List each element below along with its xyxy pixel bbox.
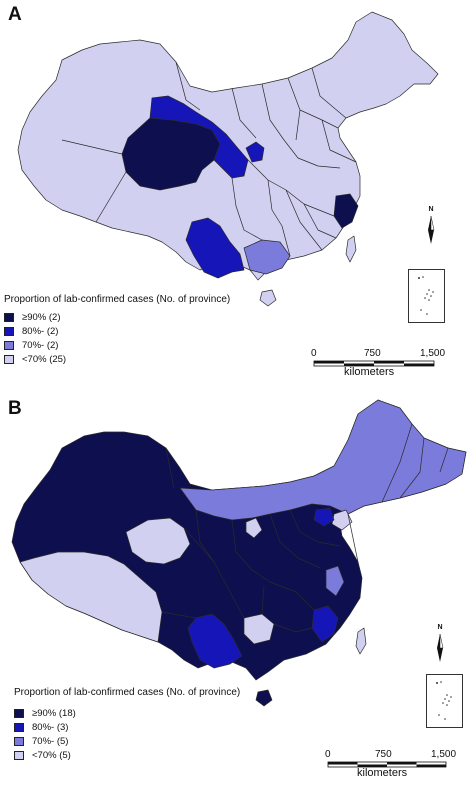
- scale-tick-label: 0: [325, 749, 331, 760]
- legend-item: 70%- (2): [4, 340, 58, 351]
- legend-swatch: [4, 327, 14, 336]
- legend-item: ≥90% (2): [4, 312, 60, 323]
- scale-tick-label: 750: [375, 749, 392, 760]
- legend-swatch: [4, 313, 14, 322]
- legend-swatch: [4, 341, 14, 350]
- map-region-lt70: [355, 627, 367, 655]
- legend-label: 70%- (2): [22, 340, 59, 351]
- north-label: N: [428, 206, 434, 213]
- map-panel-b: B: [0, 392, 472, 787]
- map-panel-a: A N: [0, 0, 472, 392]
- legend-item: <70% (5): [14, 750, 71, 761]
- legend-item: <70% (25): [4, 354, 66, 365]
- legend-label: ≥90% (18): [32, 708, 76, 719]
- legend-title: Proportion of lab-confirmed cases (No. o…: [4, 294, 231, 305]
- legend-label: <70% (5): [32, 750, 71, 761]
- map-region-70: [179, 399, 467, 521]
- china-map-a: [17, 11, 439, 307]
- map-region-70: [243, 239, 291, 275]
- map-region-base: [259, 289, 277, 307]
- legend-label: ≥90% (2): [22, 312, 61, 323]
- legend-item: 80%- (2): [4, 326, 58, 337]
- south-china-sea-inset: [426, 674, 463, 728]
- legend-label: 80%- (2): [22, 326, 59, 337]
- legend-label: 70%- (5): [32, 736, 69, 747]
- legend-swatch: [14, 709, 24, 718]
- map-region-80: [185, 217, 245, 279]
- legend-item: 80%- (3): [14, 722, 68, 733]
- scale-tick-label: 1,500: [431, 749, 457, 760]
- legend-item: 70%- (5): [14, 736, 68, 747]
- map-region-lt70: [19, 551, 163, 643]
- north-label: N: [437, 624, 443, 631]
- legend-swatch: [14, 723, 24, 732]
- legend-label: 80%- (3): [32, 722, 69, 733]
- scale-unit: kilometers: [344, 366, 395, 378]
- scale-tick-label: 0: [311, 348, 317, 359]
- panel-letter: A: [8, 4, 22, 25]
- panel-letter: B: [8, 398, 22, 419]
- inset-islands-icon: [418, 276, 434, 315]
- south-china-sea-inset: [408, 269, 445, 323]
- china-map-b: [11, 399, 467, 707]
- map-region-80: [245, 141, 265, 163]
- scale-tick-label: 750: [364, 348, 381, 359]
- legend-swatch: [14, 751, 24, 760]
- map-region-base: [345, 235, 357, 263]
- legend-title: Proportion of lab-confirmed cases (No. o…: [14, 687, 241, 698]
- legend-swatch: [4, 355, 14, 364]
- map-region-lt70: [245, 517, 263, 539]
- scale-tick-label: 1,500: [420, 348, 446, 359]
- inset-islands-icon: [436, 681, 452, 720]
- legend-swatch: [14, 737, 24, 746]
- map-region-lt70: [331, 509, 353, 531]
- legend-item: ≥90% (18): [14, 708, 76, 719]
- map-region-90: [255, 689, 273, 707]
- map-region-lt70: [125, 517, 191, 565]
- map-region-80: [149, 95, 249, 179]
- legend-label: <70% (25): [22, 354, 67, 365]
- map-region-80: [313, 507, 335, 527]
- scale-unit: kilometers: [357, 767, 408, 779]
- map-region-80: [187, 613, 243, 669]
- map-region-70: [325, 565, 345, 597]
